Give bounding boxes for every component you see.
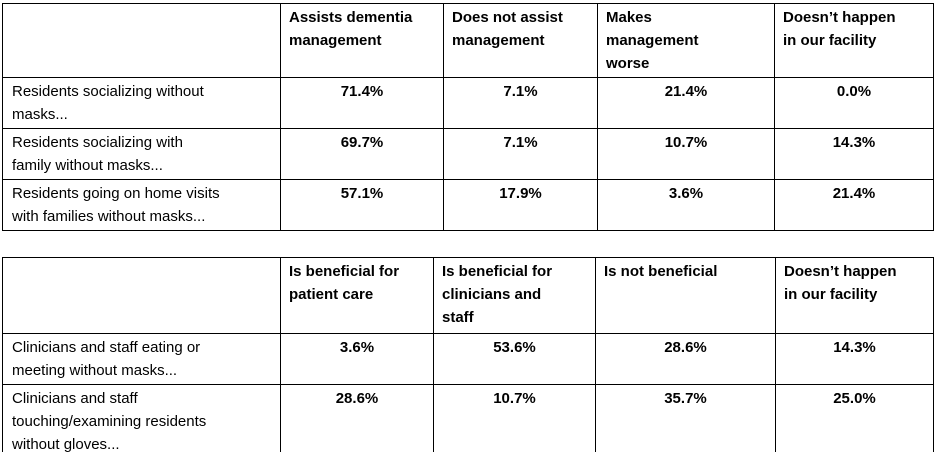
value-cell: 57.1% [280,179,444,231]
value-cell: 7.1% [443,77,598,129]
row-label-residents-home-visits: Residents going on home visits with fami… [2,179,281,231]
value-cell: 10.7% [597,128,775,180]
header-cell-beneficial-for-clinicians-and-staff: Is beneficial for clinicians and staff [433,257,596,334]
header-row: Assists dementia management Does not ass… [2,3,934,78]
header-cell-doesnt-happen-in-our-facility: Doesn’t happen in our facility [775,257,934,334]
value-cell: 14.3% [775,333,934,385]
value-cell: 14.3% [774,128,934,180]
value-cell: 25.0% [775,384,934,452]
value-cell: 3.6% [597,179,775,231]
row-label-clinicians-eating-meeting: Clinicians and staff eating or meeting w… [2,333,281,385]
row-label-clinicians-touching-examining: Clinicians and staff touching/examining … [2,384,281,452]
value-cell: 53.6% [433,333,596,385]
value-cell: 21.4% [597,77,775,129]
value-cell: 10.7% [433,384,596,452]
table-row: Clinicians and staff touching/examining … [2,384,934,452]
header-row: Is beneficial for patient care Is benefi… [2,257,934,334]
dementia-management-impact-table: Assists dementia management Does not ass… [2,3,934,231]
value-cell: 69.7% [280,128,444,180]
value-cell: 21.4% [774,179,934,231]
table-row: Residents socializing with family withou… [2,128,934,180]
value-cell: 7.1% [443,128,598,180]
header-cell-is-not-beneficial: Is not beneficial [595,257,776,334]
header-cell-doesnt-happen-in-our-facility: Doesn’t happen in our facility [774,3,934,78]
header-cell-makes-management-worse: Makes management worse [597,3,775,78]
value-cell: 3.6% [280,333,434,385]
row-label-residents-socializing-without-masks: Residents socializing without masks... [2,77,281,129]
value-cell: 28.6% [280,384,434,452]
header-cell-beneficial-for-patient-care: Is beneficial for patient care [280,257,434,334]
value-cell: 0.0% [774,77,934,129]
value-cell: 28.6% [595,333,776,385]
table-row: Residents socializing without masks... 7… [2,77,934,129]
value-cell: 35.7% [595,384,776,452]
value-cell: 71.4% [280,77,444,129]
corner-cell [2,257,281,334]
row-label-residents-socializing-with-family: Residents socializing with family withou… [2,128,281,180]
table-row: Residents going on home visits with fami… [2,179,934,231]
header-cell-assists-dementia-management: Assists dementia management [280,3,444,78]
header-cell-does-not-assist-management: Does not assist management [443,3,598,78]
corner-cell [2,3,281,78]
value-cell: 17.9% [443,179,598,231]
benefit-assessment-table: Is beneficial for patient care Is benefi… [2,257,934,452]
table-row: Clinicians and staff eating or meeting w… [2,333,934,385]
